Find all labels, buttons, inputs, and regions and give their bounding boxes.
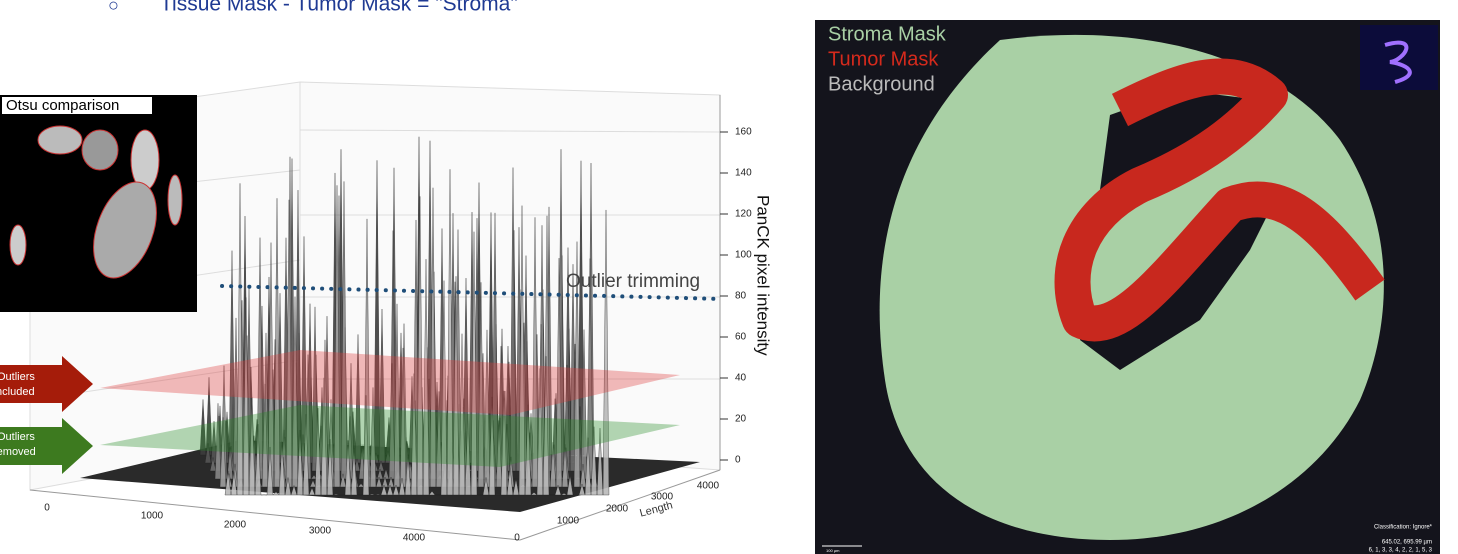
z-ticks: 0 20 40 60 80 100 120 140 160 <box>720 127 752 466</box>
inset-blobs <box>9 125 183 279</box>
coords: 645.02, 695.99 µm <box>1382 540 1432 546</box>
legend-stroma: Stroma Mask <box>828 23 947 45</box>
inset <box>0 95 197 312</box>
z-label: PanCK pixel intensity <box>754 195 773 356</box>
x-tick-label: 1000 <box>141 511 164 522</box>
peak-row <box>224 169 610 496</box>
scale-label: 100 µm <box>826 548 840 553</box>
x-tick-label: 2000 <box>224 520 247 531</box>
trim-label: Outlier trimming <box>566 271 700 292</box>
arrow-removed <box>0 418 93 474</box>
x-tick-label: 3000 <box>309 526 332 537</box>
thumbnail-tumor <box>1384 40 1412 84</box>
z-tick-label: 40 <box>735 373 747 384</box>
length-tick-label: 2000 <box>606 504 629 515</box>
x-tick-label: 4000 <box>403 533 426 544</box>
arrow-text: Included <box>0 386 35 398</box>
header-text: Tissue Mask - Tumor Mask = "Stroma" <box>160 0 518 16</box>
x-tick-label: 0 <box>44 503 50 514</box>
length-tick-label: 4000 <box>697 481 720 492</box>
legend-background: Background <box>828 73 935 95</box>
red-plane <box>100 350 680 415</box>
arrow-included <box>0 356 93 412</box>
inset-title-bg <box>2 97 152 114</box>
z-tick-label: 100 <box>735 250 752 261</box>
trim-line <box>220 284 724 301</box>
legend-tumor: Tumor Mask <box>828 48 939 70</box>
arrow-text: Outliers <box>0 431 35 443</box>
peaks <box>199 136 610 496</box>
tumor <box>1054 58 1385 342</box>
z-tick-label: 0 <box>735 455 741 466</box>
z-tick-label: 160 <box>735 127 752 138</box>
bullet: ○ <box>108 0 119 15</box>
green-plane <box>100 405 680 467</box>
length-tick-label: 3000 <box>651 492 674 503</box>
length-tick-label: 0 <box>514 533 520 544</box>
z-tick-label: 80 <box>735 291 747 302</box>
z-tick-label: 60 <box>735 332 747 343</box>
arrow-text: Outliers <box>0 371 35 383</box>
classification: Classification: Ignore* <box>1374 525 1433 531</box>
inset-title: Otsu comparison <box>6 97 119 114</box>
length-tick-label: 1000 <box>557 516 580 527</box>
arrow-text: removed <box>0 446 36 458</box>
pixel-values: 6, 1, 3, 3, 4, 2, 2, 1, 5, 3 <box>1369 548 1433 554</box>
z-tick-label: 120 <box>735 209 752 220</box>
z-tick-label: 140 <box>735 168 752 179</box>
background-hole <box>1070 90 1270 370</box>
z-tick-label: 20 <box>735 414 747 425</box>
